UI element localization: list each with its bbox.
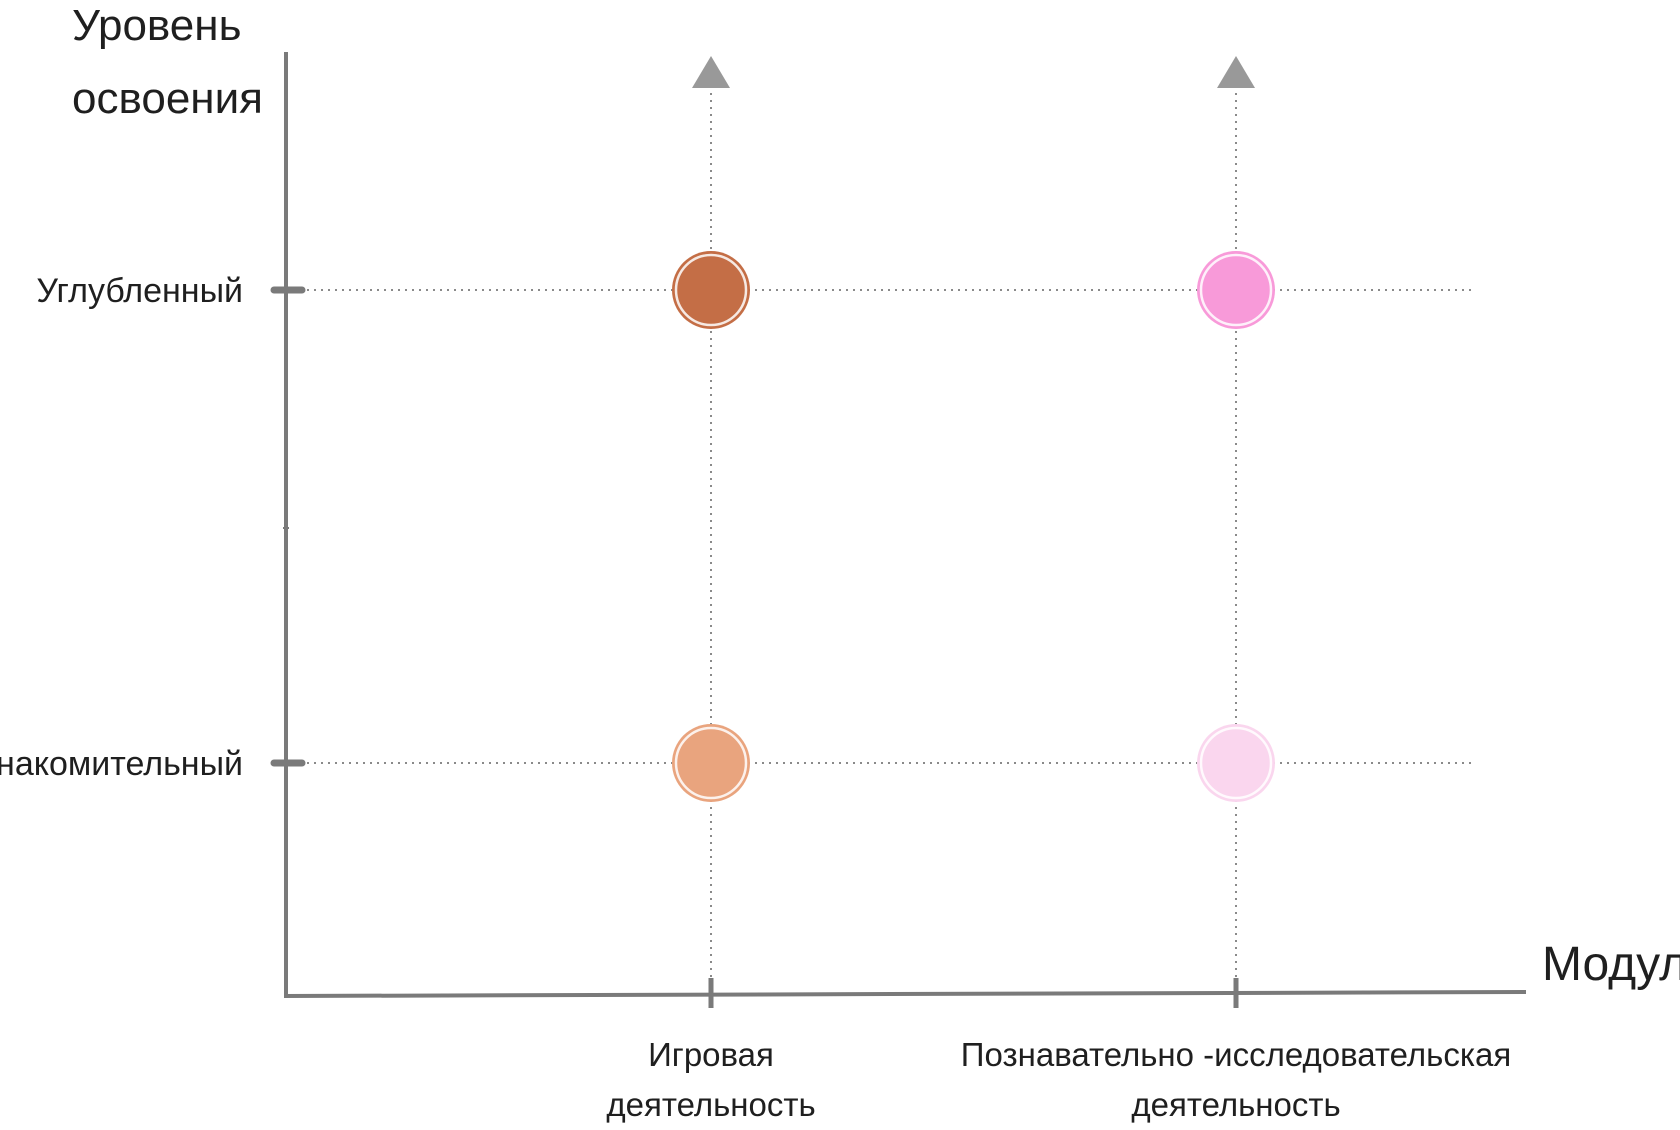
x-tick-label-0-line-0: Игровая [648,1036,774,1073]
data-point-ring [674,726,748,800]
data-point-ring [1199,726,1273,800]
y-tick-label-0: Ознакомительный [0,745,243,783]
x-tick-label-0-line-1: деятельность [606,1086,815,1123]
grid-lines [286,56,1472,1004]
data-points [672,251,1275,802]
y-tick-label-1: Углубленный [36,272,243,310]
data-point-fill [1197,251,1275,329]
y-axis-title-line-1: Уровень [72,1,242,50]
data-point-2 [1197,251,1275,329]
x-axis-title: Модули [1542,938,1680,991]
data-point-ring [1199,253,1273,327]
y-axis-title-line-2: освоения [72,74,263,123]
x-tick-label-1-line-1: деятельность [1131,1086,1340,1123]
x-axis-line [283,990,1527,998]
data-point-0 [672,251,750,329]
ticks [270,286,1239,1008]
tick-labels: Ознакомительный Углубленный Игровая деятель… [0,272,1511,1123]
arrow-head-category-1 [1217,56,1255,88]
data-point-1 [672,724,750,802]
x-tick-label-1-line-0: Познавательно -исследовательская [961,1036,1511,1073]
data-point-fill [672,251,750,329]
axes [283,52,1527,998]
arrow-head-category-0 [692,56,730,88]
data-point-fill [1197,724,1275,802]
data-point-fill [672,724,750,802]
data-point-ring [674,253,748,327]
data-point-3 [1197,724,1275,802]
